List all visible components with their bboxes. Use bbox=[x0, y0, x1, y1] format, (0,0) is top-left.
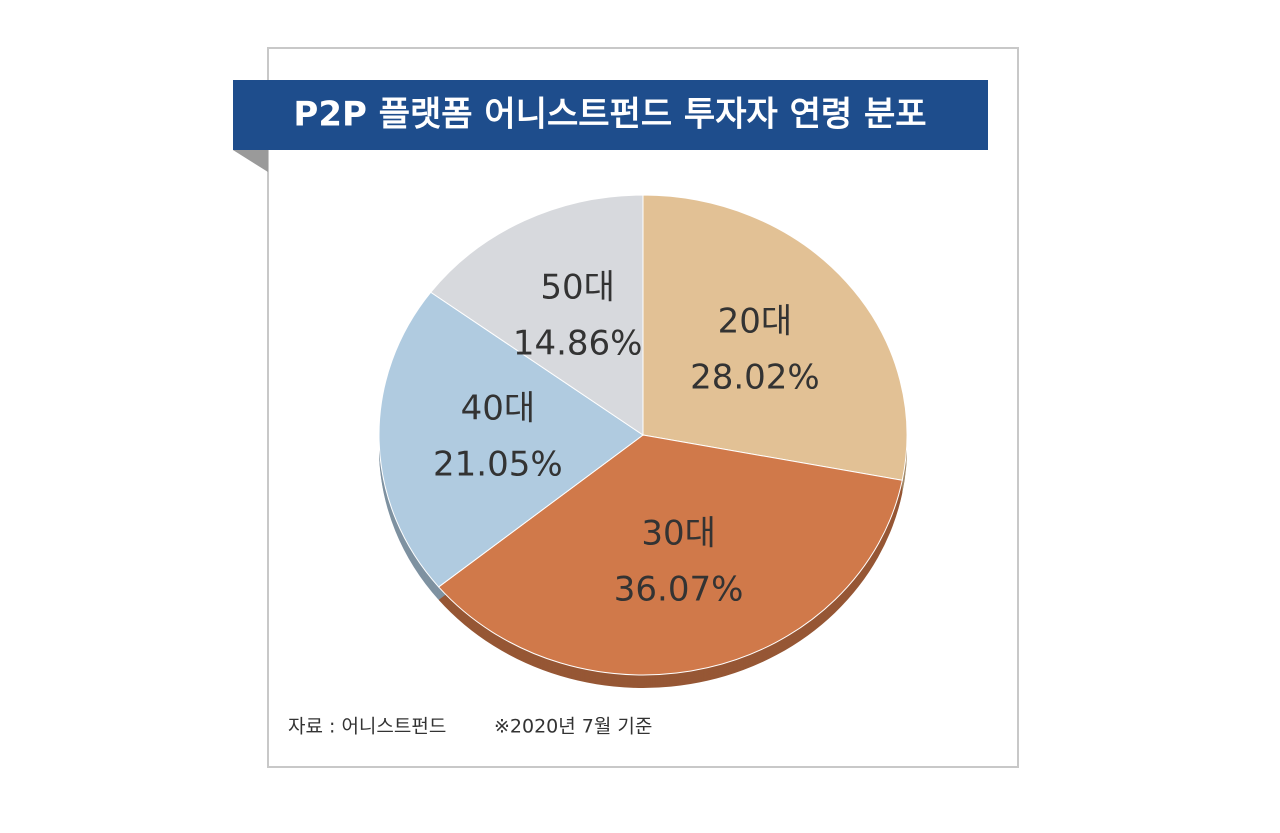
slice-category: 50대 bbox=[540, 268, 615, 308]
slice-value-label: 14.86% bbox=[513, 324, 643, 364]
slice-value-label: 21.05% bbox=[433, 445, 563, 485]
slice bbox=[437, 434, 903, 676]
slice-value-label: 36.07% bbox=[614, 569, 744, 609]
banner-fold bbox=[233, 150, 268, 172]
slice-category: 20대 bbox=[718, 301, 793, 341]
chart-title: P2P 플랫폼 어니스트펀드 투자자 연령 분포 bbox=[293, 95, 926, 135]
source: 자료 : 어니스트펀드 bbox=[288, 716, 446, 738]
pie: 20대 28.02% 30대 36.07% 40대 21.05% 50대 14.86% bbox=[378, 194, 908, 688]
slice bbox=[378, 291, 644, 588]
slice-value-label: 28.02% bbox=[690, 357, 820, 397]
note: ※2020년 7월 기준 bbox=[494, 716, 652, 738]
slice-category: 30대 bbox=[641, 513, 716, 553]
slice bbox=[642, 194, 908, 481]
slice bbox=[430, 194, 644, 436]
title-banner bbox=[233, 80, 988, 150]
slice-category: 40대 bbox=[461, 389, 536, 429]
